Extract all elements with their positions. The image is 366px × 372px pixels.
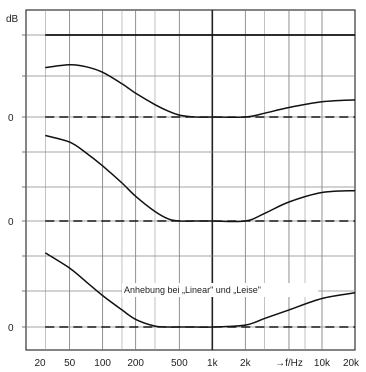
response-curve: [45, 134, 356, 223]
response-curve: [45, 64, 356, 119]
response-curve: [44, 252, 356, 328]
grid: [22, 9, 356, 351]
annotation-background: [122, 283, 318, 297]
x-tick-label: 500: [171, 358, 188, 369]
panel-zero-label: 0: [8, 323, 14, 334]
x-tick-label: →f/Hz: [275, 358, 303, 369]
x-tick-label: 200: [127, 358, 144, 369]
x-tick-label: 100: [94, 358, 111, 369]
labels: dB 0 0 0 20 50 100 200 500 1k 2k →f/Hz 10k 20k Anhebun…: [6, 14, 360, 369]
panel-zero-label: 0: [8, 217, 14, 228]
annotation-text: Anhebung bei „Linear" und „Leise": [124, 285, 261, 295]
plot-frame: [25, 9, 356, 351]
panel-zero-label: 0: [8, 113, 14, 124]
y-unit-label: dB: [6, 14, 19, 25]
x-tick-label: 10k: [314, 358, 331, 369]
x-tick-label: 50: [64, 358, 76, 369]
x-tick-label: 20k: [343, 358, 360, 369]
x-tick-label: 1k: [207, 358, 219, 369]
panels: [44, 34, 356, 328]
x-tick-label: 2k: [240, 358, 252, 369]
x-tick-label: 20: [34, 358, 46, 369]
